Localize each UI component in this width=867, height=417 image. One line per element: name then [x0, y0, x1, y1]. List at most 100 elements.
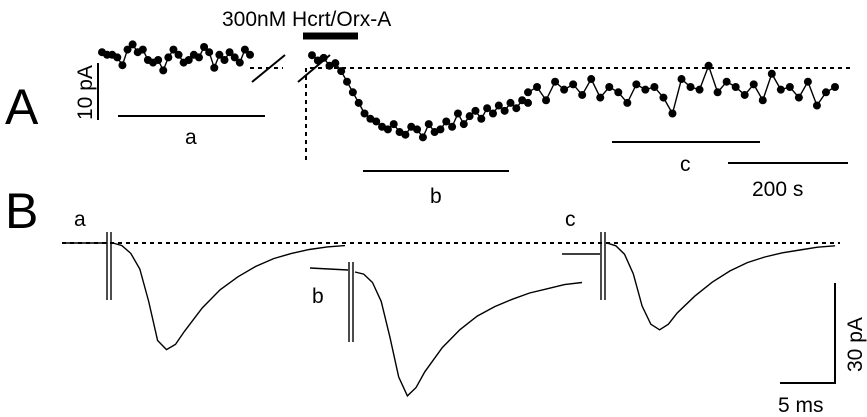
- data-point: [240, 45, 249, 54]
- panel-label-b: B: [5, 183, 38, 239]
- data-point: [758, 96, 767, 105]
- drug-label: 300nM Hcrt/Orx-A: [222, 8, 391, 31]
- data-point: [220, 56, 229, 64]
- data-point: [354, 98, 363, 107]
- data-point: [542, 96, 551, 105]
- epsc-trace-c: [606, 242, 836, 331]
- data-point: [803, 77, 812, 86]
- data-point: [569, 80, 578, 89]
- data-point: [436, 125, 445, 134]
- stim-artifact-b: [348, 262, 354, 342]
- data-point: [776, 85, 785, 94]
- data-point: [138, 45, 147, 54]
- data-point: [123, 45, 132, 54]
- series-c-points: [524, 61, 839, 118]
- data-point: [722, 77, 731, 86]
- data-point: [477, 114, 486, 123]
- stim-artifact-a: [106, 232, 112, 300]
- data-point: [154, 56, 163, 64]
- data-point: [200, 43, 209, 51]
- data-point: [831, 83, 839, 91]
- data-point: [331, 59, 340, 68]
- data-point: [169, 45, 178, 54]
- data-point: [524, 88, 532, 97]
- data-point: [560, 85, 569, 94]
- scale-label-30pa: 30 pA: [844, 317, 867, 372]
- data-point: [230, 53, 239, 62]
- data-point: [596, 93, 605, 102]
- data-point: [686, 83, 695, 91]
- data-point: [210, 63, 219, 72]
- data-point: [442, 117, 451, 126]
- data-point: [174, 50, 183, 59]
- data-point: [360, 109, 369, 118]
- axis-break-left: [251, 54, 286, 83]
- data-point: [389, 120, 398, 129]
- data-point: [194, 53, 203, 62]
- data-point: [246, 50, 254, 59]
- data-point: [118, 61, 127, 70]
- data-point: [677, 75, 686, 84]
- data-point: [512, 104, 521, 113]
- data-point: [785, 83, 794, 91]
- segment-label-c: c: [680, 153, 691, 176]
- data-point: [524, 98, 532, 107]
- data-point: [159, 66, 168, 75]
- data-point: [483, 104, 492, 113]
- data-point: [343, 77, 352, 86]
- data-point: [465, 112, 474, 121]
- data-point: [459, 120, 468, 129]
- data-point: [205, 48, 214, 57]
- data-point: [551, 77, 560, 86]
- panel-label-a: A: [5, 79, 39, 135]
- epsc-trace-b: [354, 271, 583, 398]
- data-point: [128, 40, 137, 49]
- trace-label-c: c: [565, 208, 576, 231]
- data-point: [413, 125, 422, 134]
- data-point: [731, 83, 740, 91]
- data-point: [308, 51, 316, 60]
- data-point: [215, 50, 224, 59]
- data-point: [372, 117, 381, 126]
- data-point: [500, 106, 509, 115]
- data-point: [533, 83, 542, 91]
- data-point: [488, 109, 497, 118]
- data-point: [164, 53, 173, 62]
- data-point: [704, 61, 713, 70]
- data-point: [113, 53, 122, 62]
- data-point: [650, 83, 659, 91]
- data-point: [401, 130, 410, 139]
- data-point: [587, 75, 596, 84]
- data-point: [632, 80, 641, 89]
- data-point: [623, 98, 632, 107]
- data-point: [614, 88, 623, 97]
- data-point: [184, 56, 193, 64]
- data-point: [695, 85, 704, 94]
- scale-label-5ms: 5 ms: [778, 394, 824, 417]
- data-point: [506, 98, 515, 107]
- data-point: [348, 88, 357, 97]
- data-point: [713, 88, 722, 97]
- segment-label-b: b: [430, 185, 442, 208]
- data-point: [767, 69, 776, 78]
- data-point: [471, 106, 480, 115]
- epsc-trace-a: [112, 242, 346, 351]
- data-point: [740, 90, 749, 99]
- data-point: [578, 90, 587, 99]
- data-point: [821, 88, 830, 97]
- pre-stim-b: [309, 267, 349, 271]
- trace-label-a: a: [74, 208, 86, 231]
- data-point: [659, 93, 668, 102]
- data-point: [605, 83, 614, 91]
- stim-artifact-c: [600, 232, 606, 300]
- data-point: [641, 85, 650, 94]
- data-point: [812, 101, 821, 110]
- data-point: [337, 67, 346, 76]
- data-point: [424, 120, 433, 129]
- data-point: [418, 133, 427, 142]
- segment-label-a: a: [185, 126, 197, 149]
- data-point: [225, 48, 234, 57]
- data-point: [453, 109, 462, 118]
- data-point: [448, 122, 457, 131]
